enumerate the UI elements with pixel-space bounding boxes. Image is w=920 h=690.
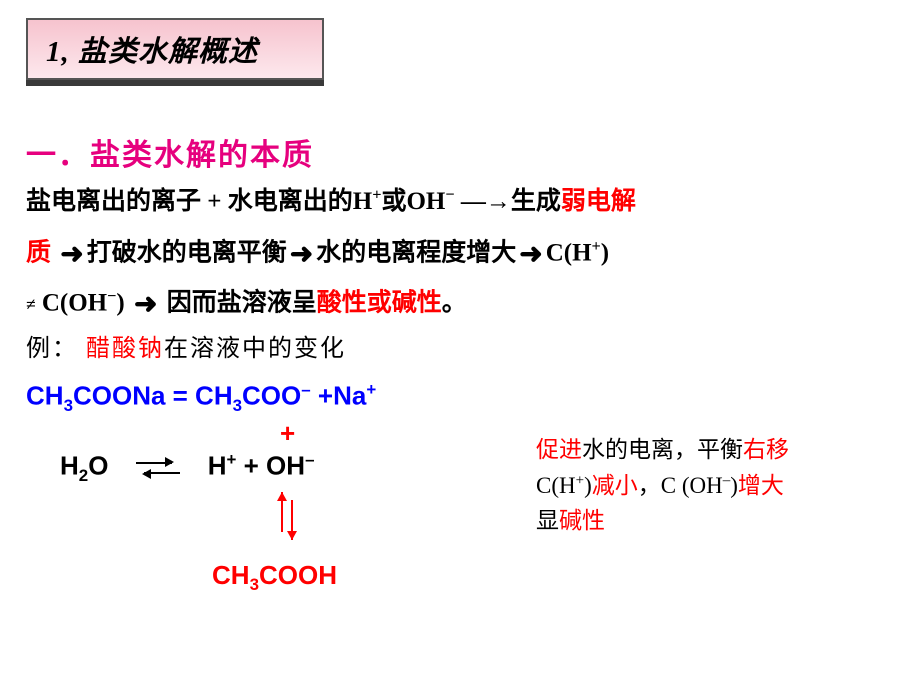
text-red: 碱性 [559, 508, 605, 533]
superscript-plus: + [227, 450, 237, 469]
text-red: 减小 [592, 473, 638, 498]
text-fragment: 因而盐溶液呈 [167, 289, 317, 316]
equation-water-ionization: H2O H+ + OH– [60, 450, 314, 486]
text-fragment: 例： [26, 336, 78, 362]
superscript-plus: + [592, 237, 601, 255]
superscript-minus: − [445, 186, 454, 204]
formula-part: H [208, 451, 227, 481]
superscript-minus: – [305, 450, 314, 469]
formula-part: O [88, 451, 108, 481]
text-red: 右移 [743, 437, 789, 462]
text-red: 醋酸钠 [86, 336, 164, 362]
not-equal-symbol: ≠ [26, 294, 36, 314]
subscript: 3 [64, 396, 73, 415]
body-line-2: 质 ➜打破水的电离平衡➜水的电离程度增大➜C(H+) [26, 228, 896, 281]
formula-part: CH [212, 560, 250, 590]
equation-dissociation: CH3COONa = CH3COO– +Na+ [26, 380, 376, 416]
side-note: 促进水的电离，平衡右移 C(H+)减小，C (OH–)增大 显碱性 [536, 432, 906, 539]
combine-plus-symbol: + [280, 418, 295, 449]
text-fragment: ) [601, 239, 609, 266]
arrow-right-icon: ➜ [519, 228, 542, 281]
text-fragment: 显 [536, 508, 559, 533]
formula-part: + OH [236, 451, 305, 481]
text-fragment: ，C (OH [638, 473, 723, 498]
arrow-right-icon: ➜ [134, 278, 157, 331]
text-fragment: 或OH [381, 188, 445, 215]
text-fragment: 打破水的电离平衡 [87, 239, 287, 266]
body-line-3: ≠ C(OH−) ➜ 因而盐溶液呈酸性或碱性。 [26, 278, 896, 331]
text-red: 质 [26, 239, 51, 266]
formula-part: COO [242, 381, 301, 411]
equation-product: CH3COOH [212, 560, 337, 595]
text-fragment: 盐电离出的离子 + 水电离出的H [26, 188, 372, 215]
title-box: 1, 盐类水解概述 [26, 18, 324, 80]
text-fragment: 水的电离，平衡 [582, 437, 743, 462]
side-note-line-3: 显碱性 [536, 503, 906, 539]
text-fragment: C(OH [42, 289, 107, 316]
text-red: 酸性或碱性 [317, 289, 442, 316]
text-fragment: ) [584, 473, 592, 498]
subscript: 2 [79, 466, 88, 485]
subscript: 3 [233, 396, 242, 415]
text-fragment: 在溶液中的变化 [164, 336, 346, 362]
text-fragment: ) [730, 473, 738, 498]
subscript: 3 [250, 575, 259, 594]
text-fragment: ) [116, 289, 124, 316]
side-note-line-1: 促进水的电离，平衡右移 [536, 432, 906, 468]
superscript-minus: – [301, 380, 310, 399]
formula-part: H [60, 451, 79, 481]
side-note-line-2: C(H+)减小，C (OH–)增大 [536, 468, 906, 504]
text-fragment: 水的电离程度增大 [316, 239, 516, 266]
equilibrium-arrow-icon [136, 458, 180, 478]
body-line-1: 盐电离出的离子 + 水电离出的H+或OH− —→生成弱电解 [26, 178, 896, 226]
arrow-right-icon: ➜ [290, 228, 313, 281]
text-fragment: 。 [442, 289, 467, 316]
text-red: 增大 [738, 473, 784, 498]
text-red: 弱电解 [561, 188, 636, 215]
formula-part: +Na [311, 381, 367, 411]
vertical-equilibrium-arrow-icon [275, 492, 299, 540]
text-fragment: C(H [546, 239, 592, 266]
text-fragment: C(H [536, 473, 576, 498]
superscript-plus: + [366, 380, 376, 399]
formula-part: COONa = CH [73, 381, 233, 411]
text-fragment: —→生成 [455, 188, 561, 215]
title-text: 1, 盐类水解概述 [46, 28, 258, 70]
text-red: 促进 [536, 437, 582, 462]
section-heading: 一．盐类水解的本质 [26, 130, 314, 174]
example-label: 例： 醋酸钠在溶液中的变化 [26, 328, 346, 363]
arrow-right-icon: ➜ [60, 228, 83, 281]
formula-part: COOH [259, 560, 337, 590]
formula-part: CH [26, 381, 64, 411]
superscript-plus: + [576, 472, 584, 488]
